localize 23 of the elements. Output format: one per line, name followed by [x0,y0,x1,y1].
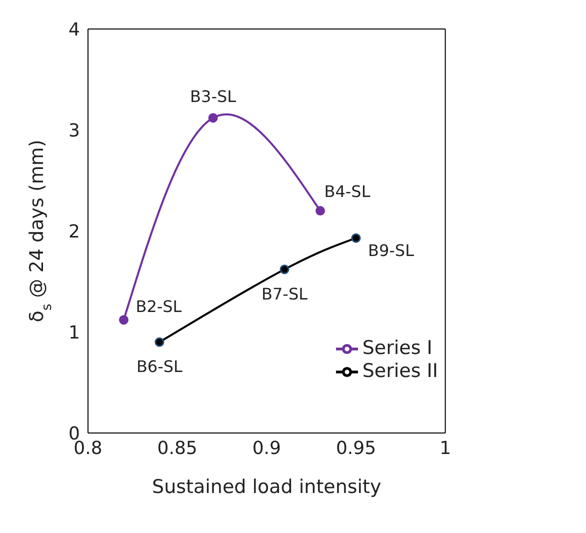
y-tick-label: 3 [68,120,80,142]
point [351,233,361,243]
point [154,337,164,347]
x-tick-label: 0.9 [252,438,281,459]
x-tick-label: 0.85 [157,438,198,459]
legend-label: Series I [362,337,432,360]
annotation: B7-SL [262,284,308,304]
x-axis-title: Sustained load intensity [152,476,382,498]
x-tick-label: 1 [440,438,452,459]
x-tick-label: 0.95 [336,438,376,459]
y-tick-label: 2 [68,221,80,242]
annotation: B6-SL [136,357,183,376]
y-tick-label: 4 [68,19,80,40]
point [316,206,326,216]
point [118,315,128,325]
point [280,264,290,274]
annotation: B9-SL [368,241,414,260]
y-tick-label: 1 [68,322,80,344]
annotation: B3-SL [190,86,236,106]
point [208,113,218,123]
legend-label: Series II [362,360,438,382]
annotation: B2-SL [136,296,182,316]
annotation: B4-SL [324,182,370,201]
